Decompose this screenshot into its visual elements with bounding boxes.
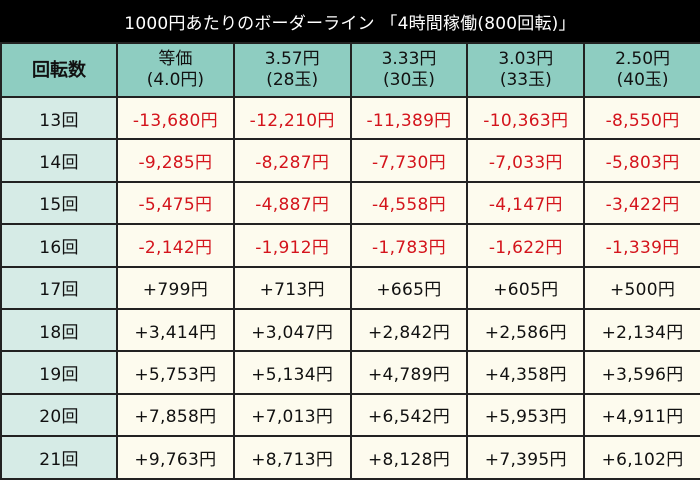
header-rate-col: 2.50円 (40玉) [583, 42, 700, 98]
spin-count-cell: 19回 [0, 350, 118, 395]
value-cell: -1,783円 [349, 223, 469, 268]
value-cell: +8,128円 [349, 435, 469, 480]
value-cell: +6,102円 [583, 435, 700, 480]
value-cell: +713円 [232, 265, 352, 310]
header-rate-label: 等価 [158, 49, 193, 69]
spin-count-cell: 14回 [0, 138, 118, 183]
spin-count-cell: 13回 [0, 95, 118, 141]
spin-count-cell: 15回 [0, 180, 118, 226]
value-cell: -5,475円 [116, 180, 235, 226]
table-row: 17回 +799円 +713円 +665円 +605円 +500円 [0, 265, 700, 310]
value-cell: +500円 [583, 265, 700, 310]
table-row: 13回 -13,680円 -12,210円 -11,389円 -10,363円 … [0, 95, 700, 141]
value-cell: +7,013円 [232, 392, 352, 438]
value-cell: +8,713円 [232, 435, 352, 480]
table-title-bar: 1000円あたりのボーダーライン 「4時間稼働(800回転)」 [0, 0, 700, 42]
value-cell: +3,596円 [583, 350, 700, 395]
table-row: 21回 +9,763円 +8,713円 +8,128円 +7,395円 +6,1… [0, 435, 700, 480]
table-row: 16回 -2,142円 -1,912円 -1,783円 -1,622円 -1,3… [0, 223, 700, 268]
value-cell: -12,210円 [232, 95, 352, 141]
value-cell: -7,033円 [466, 138, 586, 183]
header-rate-col: 等価 (4.0円) [116, 42, 235, 98]
header-rate-col: 3.33円 (30玉) [349, 42, 469, 98]
value-cell: -10,363円 [466, 95, 586, 141]
header-rate-col: 3.03円 (33玉) [466, 42, 586, 98]
value-cell: +4,358円 [466, 350, 586, 395]
header-rate-sub: (40玉) [616, 70, 669, 90]
spin-count-cell: 21回 [0, 435, 118, 480]
value-cell: -1,622円 [466, 223, 586, 268]
spin-count-cell: 20回 [0, 392, 118, 438]
table-title: 1000円あたりのボーダーライン 「4時間稼働(800回転)」 [124, 13, 576, 34]
header-rate-sub: (30玉) [383, 70, 435, 90]
value-cell: -9,285円 [116, 138, 235, 183]
header-spin-count: 回転数 [0, 42, 118, 98]
value-cell: +9,763円 [116, 435, 235, 480]
value-cell: +5,753円 [116, 350, 235, 395]
spin-count-cell: 18回 [0, 307, 118, 353]
value-cell: +2,134円 [583, 307, 700, 353]
table-row: 14回 -9,285円 -8,287円 -7,730円 -7,033円 -5,8… [0, 138, 700, 183]
header-rate-col: 3.57円 (28玉) [232, 42, 352, 98]
table-row: 15回 -5,475円 -4,887円 -4,558円 -4,147円 -3,4… [0, 180, 700, 226]
spin-count-cell: 16回 [0, 223, 118, 268]
value-cell: -13,680円 [116, 95, 235, 141]
value-cell: +7,858円 [116, 392, 235, 438]
value-cell: -7,730円 [349, 138, 469, 183]
header-rate-sub: (28玉) [266, 70, 319, 90]
value-cell: -4,558円 [349, 180, 469, 226]
value-cell: +3,047円 [232, 307, 352, 353]
value-cell: -1,912円 [232, 223, 352, 268]
value-cell: +4,789円 [349, 350, 469, 395]
table-row: 19回 +5,753円 +5,134円 +4,789円 +4,358円 +3,5… [0, 350, 700, 395]
value-cell: +3,414円 [116, 307, 235, 353]
table-row: 18回 +3,414円 +3,047円 +2,842円 +2,586円 +2,1… [0, 307, 700, 353]
value-cell: -8,550円 [583, 95, 700, 141]
value-cell: -8,287円 [232, 138, 352, 183]
spin-count-cell: 17回 [0, 265, 118, 310]
header-rate-label: 2.50円 [615, 49, 671, 69]
value-cell: +4,911円 [583, 392, 700, 438]
value-cell: +5,953円 [466, 392, 586, 438]
header-rate-sub: (33玉) [499, 70, 552, 90]
value-cell: -3,422円 [583, 180, 700, 226]
header-row: 回転数 等価 (4.0円) 3.57円 (28玉) 3.33円 (30玉) 3.… [0, 42, 700, 98]
border-line-table: 回転数 等価 (4.0円) 3.57円 (28玉) 3.33円 (30玉) 3.… [0, 42, 700, 480]
value-cell: +5,134円 [232, 350, 352, 395]
header-rate-label: 3.57円 [264, 49, 320, 69]
value-cell: -4,887円 [232, 180, 352, 226]
value-cell: +6,542円 [349, 392, 469, 438]
value-cell: +665円 [349, 265, 469, 310]
value-cell: +7,395円 [466, 435, 586, 480]
value-cell: +2,586円 [466, 307, 586, 353]
value-cell: +2,842円 [349, 307, 469, 353]
value-cell: -11,389円 [349, 95, 469, 141]
header-rate-label: 3.03円 [498, 49, 554, 69]
value-cell: -5,803円 [583, 138, 700, 183]
header-rate-sub: (4.0円) [146, 70, 205, 90]
value-cell: -1,339円 [583, 223, 700, 268]
table-row: 20回 +7,858円 +7,013円 +6,542円 +5,953円 +4,9… [0, 392, 700, 438]
value-cell: -2,142円 [116, 223, 235, 268]
header-rate-label: 3.33円 [381, 49, 437, 69]
value-cell: -4,147円 [466, 180, 586, 226]
value-cell: +799円 [116, 265, 235, 310]
value-cell: +605円 [466, 265, 586, 310]
